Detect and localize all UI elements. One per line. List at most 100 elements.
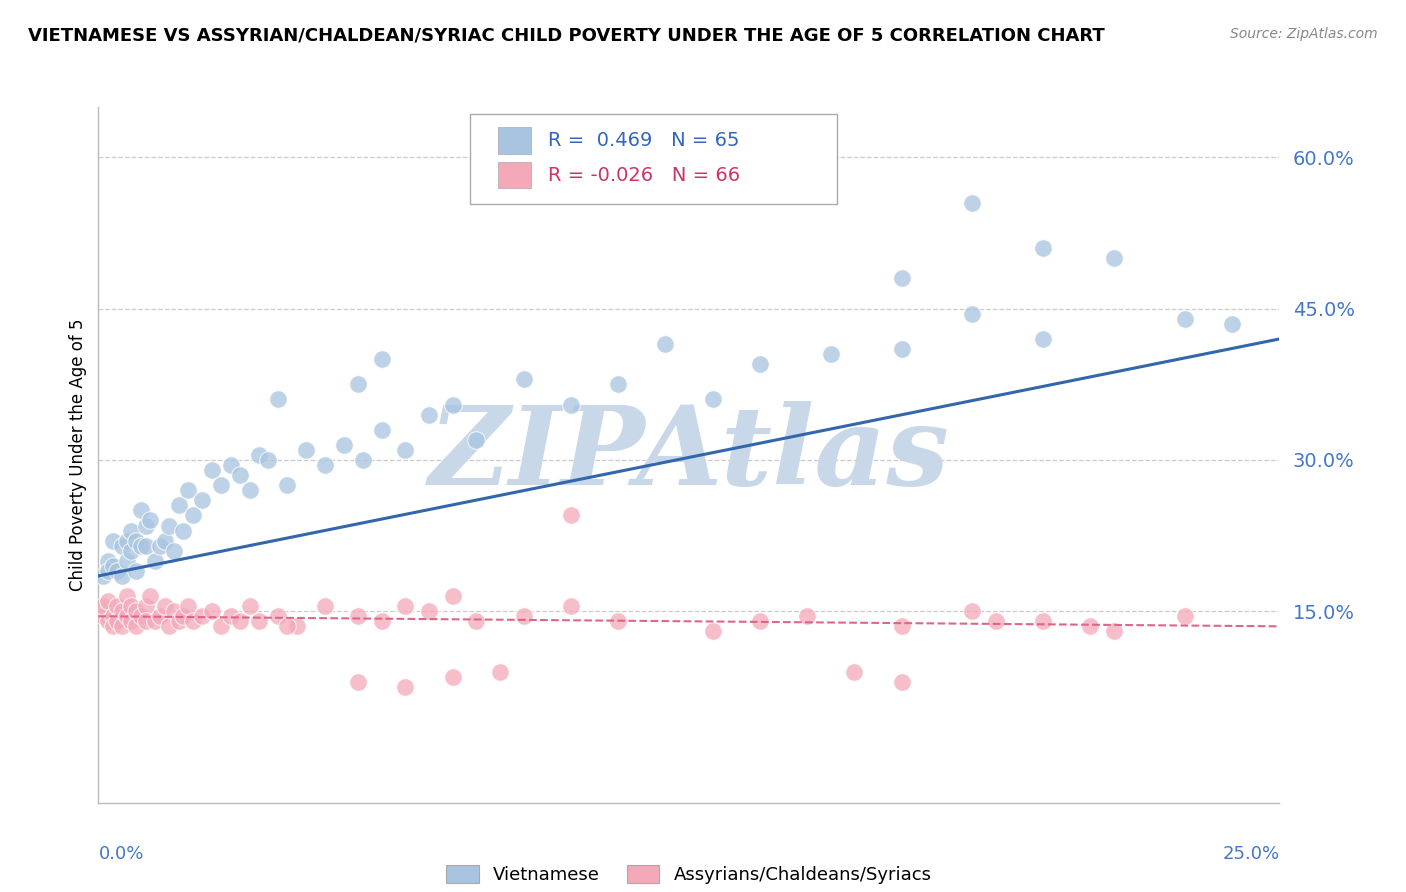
Point bbox=[512, 609, 534, 624]
Point bbox=[962, 604, 984, 618]
Point bbox=[101, 619, 124, 633]
Point bbox=[105, 599, 128, 614]
Point bbox=[111, 619, 134, 633]
Point bbox=[143, 554, 166, 568]
Point bbox=[129, 609, 152, 624]
Text: 25.0%: 25.0% bbox=[1222, 845, 1279, 863]
Point bbox=[135, 539, 157, 553]
Point bbox=[97, 615, 120, 629]
Point bbox=[276, 619, 298, 633]
Point bbox=[201, 604, 224, 618]
Point bbox=[347, 674, 370, 689]
Point bbox=[91, 599, 114, 614]
Point bbox=[1102, 624, 1125, 639]
Point bbox=[394, 680, 416, 694]
Point bbox=[125, 564, 148, 578]
Point bbox=[153, 533, 176, 548]
Point bbox=[962, 195, 984, 210]
Point bbox=[101, 609, 124, 624]
Point bbox=[125, 604, 148, 618]
Point bbox=[111, 539, 134, 553]
Point bbox=[394, 599, 416, 614]
Point bbox=[101, 533, 124, 548]
Point bbox=[115, 589, 138, 603]
Point bbox=[177, 483, 200, 498]
Point bbox=[143, 615, 166, 629]
Point bbox=[1102, 252, 1125, 266]
Point bbox=[91, 609, 114, 624]
Point bbox=[418, 604, 440, 618]
Point bbox=[91, 569, 114, 583]
Point bbox=[139, 589, 162, 603]
Point bbox=[239, 483, 262, 498]
Point bbox=[702, 624, 724, 639]
Point bbox=[97, 554, 120, 568]
Point bbox=[1220, 317, 1243, 331]
Point bbox=[820, 347, 842, 361]
Point bbox=[560, 397, 582, 411]
Point bbox=[844, 665, 866, 679]
Point bbox=[1032, 332, 1054, 346]
Point bbox=[191, 609, 214, 624]
Point bbox=[890, 674, 912, 689]
Point bbox=[111, 569, 134, 583]
Point bbox=[129, 503, 152, 517]
Text: Source: ZipAtlas.com: Source: ZipAtlas.com bbox=[1230, 27, 1378, 41]
Point bbox=[796, 609, 818, 624]
Point bbox=[121, 599, 143, 614]
Point bbox=[890, 271, 912, 285]
Point bbox=[97, 594, 120, 608]
Point bbox=[748, 357, 770, 371]
Point bbox=[135, 615, 157, 629]
Point bbox=[115, 533, 138, 548]
Point bbox=[101, 558, 124, 573]
Point bbox=[333, 438, 356, 452]
Point bbox=[172, 609, 194, 624]
Point bbox=[229, 468, 252, 483]
Point bbox=[191, 493, 214, 508]
Point bbox=[702, 392, 724, 407]
Point bbox=[489, 665, 512, 679]
Point bbox=[654, 337, 676, 351]
Point bbox=[239, 599, 262, 614]
Point bbox=[748, 615, 770, 629]
Point bbox=[1174, 609, 1197, 624]
Point bbox=[512, 372, 534, 386]
Point bbox=[139, 513, 162, 527]
Point bbox=[163, 604, 186, 618]
Point bbox=[209, 478, 232, 492]
Point bbox=[295, 442, 318, 457]
Point bbox=[1032, 241, 1054, 255]
Point bbox=[97, 564, 120, 578]
Point bbox=[607, 377, 630, 392]
Point bbox=[890, 619, 912, 633]
FancyBboxPatch shape bbox=[471, 114, 837, 204]
Point bbox=[276, 478, 298, 492]
Point bbox=[352, 453, 374, 467]
Point bbox=[962, 307, 984, 321]
Point bbox=[441, 670, 464, 684]
Point bbox=[285, 619, 308, 633]
Point bbox=[371, 352, 394, 367]
Point bbox=[1032, 615, 1054, 629]
Point bbox=[1080, 619, 1102, 633]
Point bbox=[371, 423, 394, 437]
Point bbox=[121, 543, 143, 558]
Point bbox=[115, 554, 138, 568]
Point bbox=[984, 615, 1007, 629]
Point bbox=[153, 599, 176, 614]
Point bbox=[219, 609, 242, 624]
Point bbox=[560, 599, 582, 614]
Point bbox=[167, 615, 190, 629]
Text: R = -0.026   N = 66: R = -0.026 N = 66 bbox=[548, 166, 741, 185]
Point bbox=[149, 539, 172, 553]
Point bbox=[465, 433, 488, 447]
Point bbox=[135, 599, 157, 614]
Point bbox=[121, 524, 143, 538]
Point bbox=[157, 518, 180, 533]
Text: 0.0%: 0.0% bbox=[98, 845, 143, 863]
Text: VIETNAMESE VS ASSYRIAN/CHALDEAN/SYRIAC CHILD POVERTY UNDER THE AGE OF 5 CORRELAT: VIETNAMESE VS ASSYRIAN/CHALDEAN/SYRIAC C… bbox=[28, 27, 1105, 45]
Point bbox=[347, 609, 370, 624]
Point bbox=[115, 609, 138, 624]
Point bbox=[181, 615, 204, 629]
